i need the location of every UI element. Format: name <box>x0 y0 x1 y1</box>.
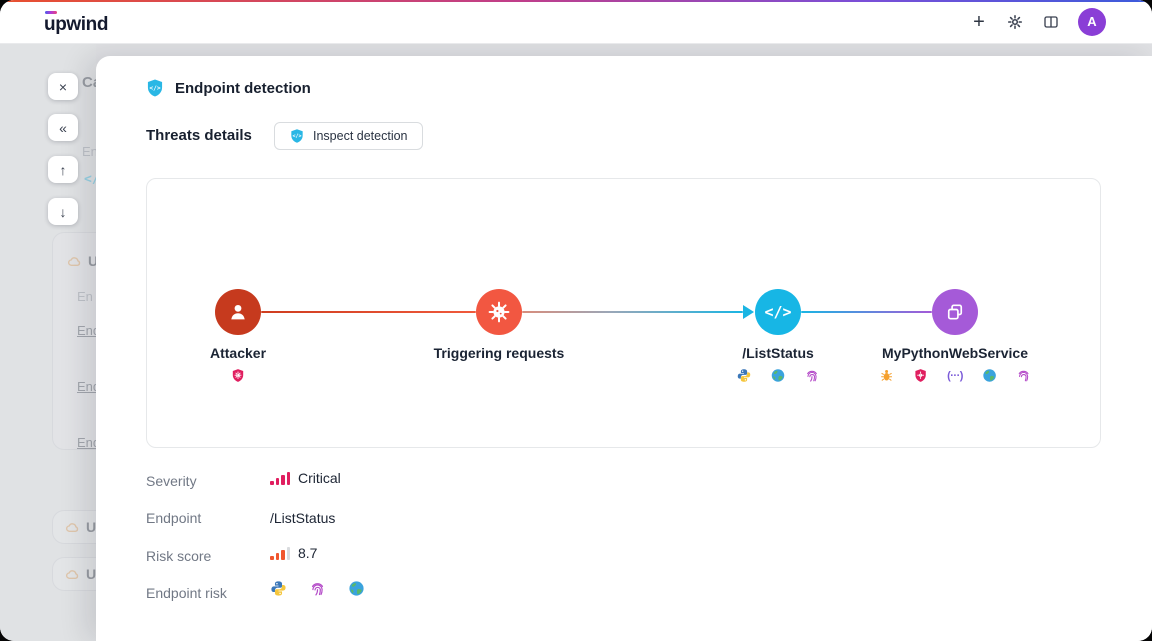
risk-score-label: Risk score <box>146 548 212 564</box>
fingerprint-icon <box>807 370 817 382</box>
avatar[interactable]: A <box>1078 7 1106 36</box>
shield-virus-icon <box>915 369 926 382</box>
edge-requests-to-endpoint <box>522 311 743 313</box>
fingerprint-icon <box>311 583 324 596</box>
shield-code-icon: </> <box>147 79 163 97</box>
triggering-requests-node[interactable] <box>476 289 522 335</box>
globe-icon <box>349 581 364 596</box>
node-label: /ListStatus <box>742 345 814 361</box>
python-icon <box>737 369 751 382</box>
risk-score-text: 8.7 <box>298 545 318 561</box>
upwind-logo[interactable]: upwind <box>44 8 108 36</box>
severity-value: Critical <box>270 470 341 486</box>
severity-text: Critical <box>298 470 341 486</box>
service-badges: (···) <box>879 368 1031 383</box>
threat-flow-diagram: Attacker <box>146 178 1101 448</box>
svg-text:</>: </> <box>292 134 301 140</box>
endpoint-risk-label: Endpoint risk <box>146 585 227 601</box>
fingerprint-icon <box>1018 370 1029 382</box>
attacker-node[interactable] <box>215 289 261 335</box>
settings-gear-icon[interactable] <box>1002 9 1028 35</box>
edge-attacker-to-requests <box>261 311 476 313</box>
svg-text:</>: </> <box>149 85 161 92</box>
endpoint-label: Endpoint <box>146 510 202 526</box>
risk-score-value: 8.7 <box>270 545 317 561</box>
code-icon: </> <box>764 303 792 321</box>
edge-endpoint-to-service <box>801 311 932 313</box>
arrow-head-icon <box>743 305 754 319</box>
inspect-detection-label: Inspect detection <box>313 129 408 143</box>
node-label: Attacker <box>209 345 267 361</box>
page-body: Ca En </> U En End End End <box>0 44 1152 641</box>
python-icon <box>271 581 286 596</box>
window-accent-gradient <box>0 0 1152 2</box>
topbar-actions: + A <box>966 7 1106 36</box>
add-button[interactable]: + <box>966 9 992 35</box>
threats-details-label: Threats details <box>146 127 252 144</box>
shield-virus-icon <box>232 369 244 382</box>
logo-gradient-mark <box>45 10 57 14</box>
virus-icon <box>488 301 510 323</box>
split-view-icon[interactable] <box>1038 9 1064 35</box>
severity-label: Severity <box>146 473 197 489</box>
risk-score-bars-icon <box>270 546 290 560</box>
overlay-scrim <box>0 44 96 641</box>
page-title: Endpoint detection <box>175 79 311 97</box>
detection-panel: </> Endpoint detection Threats details <… <box>96 56 1152 641</box>
globe-icon <box>983 369 996 382</box>
python-web-service-node[interactable] <box>932 289 978 335</box>
attacker-person-icon <box>231 304 245 320</box>
shield-code-icon: </> <box>291 129 303 143</box>
brackets-icon: (···) <box>947 369 963 382</box>
next-button[interactable]: ↓ <box>48 198 78 225</box>
bug-icon <box>881 369 892 381</box>
liststatus-endpoint-node[interactable]: </> <box>755 289 801 335</box>
endpoint-value: /ListStatus <box>270 510 335 526</box>
endpoint-badges <box>737 368 820 383</box>
endpoint-text: /ListStatus <box>270 510 336 526</box>
attacker-badges <box>231 368 246 383</box>
globe-icon <box>771 369 785 382</box>
panel-header: </> Endpoint detection <box>145 78 311 98</box>
previous-button[interactable]: ↑ <box>48 156 78 183</box>
collapse-button[interactable]: « <box>48 114 78 141</box>
inspect-detection-button[interactable]: </> Inspect detection <box>274 122 423 150</box>
node-label: Triggering requests <box>433 345 565 361</box>
node-label: MyPythonWebService <box>881 345 1029 361</box>
topbar: upwind + A <box>0 0 1152 44</box>
severity-bars-icon <box>270 471 290 485</box>
endpoint-risk-icons <box>270 580 365 597</box>
logo-text: upwind <box>44 13 109 35</box>
close-button[interactable]: × <box>48 73 78 100</box>
copy-squares-icon <box>947 304 963 320</box>
